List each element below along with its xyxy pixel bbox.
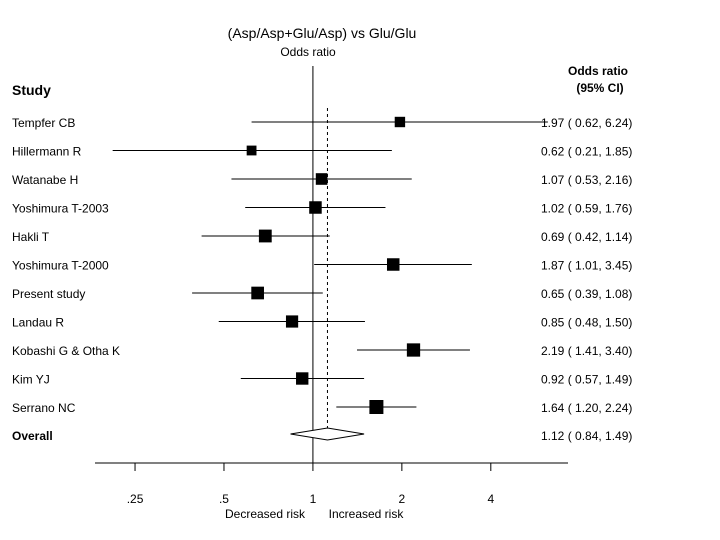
study-label: Serrano NC: [12, 401, 76, 415]
study-column-header: Study: [12, 82, 51, 98]
overall-ci-label: 1.12 ( 0.84, 1.49): [541, 429, 632, 443]
point-estimate-marker: [296, 372, 309, 385]
x-tick-label: 2: [399, 492, 406, 506]
study-label: Landau R: [12, 316, 64, 330]
point-estimate-marker: [394, 116, 406, 128]
chart-title: (Asp/Asp+Glu/Asp) vs Glu/Glu: [228, 25, 417, 41]
ci-value-label: 0.65 ( 0.39, 1.08): [541, 287, 632, 301]
x-tick-label: 1: [310, 492, 317, 506]
study-label: Hakli T: [12, 230, 50, 244]
ci-value-label: 1.64 ( 1.20, 2.24): [541, 401, 632, 415]
point-estimate-marker: [406, 343, 421, 357]
point-estimate-marker: [246, 145, 257, 156]
ci-value-label: 1.02 ( 0.59, 1.76): [541, 202, 632, 216]
ci-value-label: 1.97 ( 0.62, 6.24): [541, 116, 632, 130]
ci-value-label: 0.85 ( 0.48, 1.50): [541, 316, 632, 330]
study-label: Kobashi G & Otha K: [12, 344, 120, 358]
ci-column-header-line2: (95% CI): [576, 81, 623, 95]
ci-value-label: 1.87 ( 1.01, 3.45): [541, 259, 632, 273]
ci-value-label: 1.07 ( 0.53, 2.16): [541, 173, 632, 187]
chart-subtitle: Odds ratio: [280, 45, 336, 59]
point-estimate-marker: [369, 400, 384, 414]
point-estimate-marker: [386, 258, 400, 271]
x-label-decreased-risk: Decreased risk: [225, 507, 306, 521]
study-label: Yoshimura T-2000: [12, 259, 109, 273]
point-estimate-marker: [309, 201, 322, 214]
study-label: Yoshimura T-2003: [12, 202, 109, 216]
x-tick-label: .5: [219, 492, 229, 506]
overall-label: Overall: [12, 429, 53, 443]
x-label-increased-risk: Increased risk: [329, 507, 405, 521]
ci-value-label: 0.69 ( 0.42, 1.14): [541, 230, 632, 244]
point-estimate-marker: [285, 315, 299, 328]
study-label: Tempfer CB: [12, 116, 75, 130]
point-estimate-marker: [258, 229, 272, 243]
study-label: Kim YJ: [12, 373, 50, 387]
ci-value-label: 2.19 ( 1.41, 3.40): [541, 344, 632, 358]
study-label: Hillermann R: [12, 145, 82, 159]
study-label: Present study: [12, 287, 85, 301]
ci-value-label: 0.92 ( 0.57, 1.49): [541, 373, 632, 387]
x-tick-label: 4: [487, 492, 494, 506]
point-estimate-marker: [251, 286, 264, 300]
x-tick-label: .25: [127, 492, 144, 506]
point-estimate-marker: [315, 173, 328, 185]
study-label: Watanabe H: [12, 173, 78, 187]
ci-column-header: Odds ratio: [568, 64, 628, 78]
overall-diamond: [290, 427, 365, 441]
ci-value-label: 0.62 ( 0.21, 1.85): [541, 145, 632, 159]
